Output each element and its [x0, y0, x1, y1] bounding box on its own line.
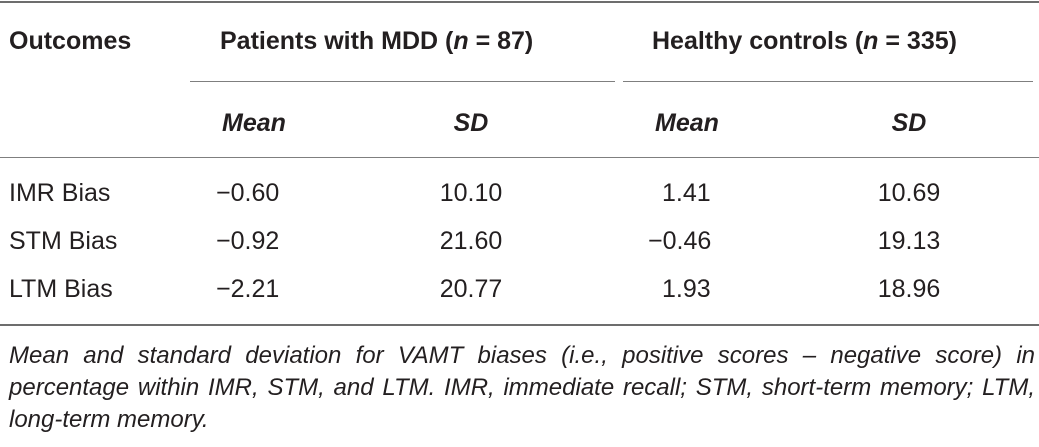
- row-hc-mean: 1.41: [662, 179, 711, 207]
- row-hc-sd: 18.96: [877, 275, 941, 303]
- row-outcome: LTM Bias: [9, 275, 113, 303]
- row-mdd-mean: −2.21: [216, 275, 280, 303]
- row-hc-mean: −0.46: [648, 227, 712, 255]
- row-mdd-sd: 10.10: [439, 179, 503, 207]
- header-patients-mdd-n-value: = 87): [468, 27, 534, 55]
- group-rule-controls: [623, 81, 1033, 82]
- subheader-mean-mdd: Mean: [222, 109, 286, 137]
- header-patients-mdd-label: Patients with MDD (: [220, 27, 454, 55]
- row-outcome: IMR Bias: [9, 179, 111, 207]
- header-healthy-controls: Healthy controls (n = 335): [652, 26, 957, 56]
- row-mdd-mean: −0.92: [216, 227, 280, 255]
- subheader-sd-controls: SD: [891, 109, 927, 137]
- header-outcomes: Outcomes: [9, 26, 131, 56]
- top-rule: [0, 1, 1039, 3]
- header-healthy-controls-n-symbol: n: [863, 27, 879, 55]
- header-healthy-controls-label: Healthy controls (: [652, 27, 864, 55]
- row-hc-sd: 19.13: [877, 227, 941, 255]
- header-patients-mdd: Patients with MDD (n = 87): [220, 26, 533, 56]
- table-caption: Mean and standard deviation for VAMT bia…: [9, 342, 1035, 433]
- row-mdd-sd: 21.60: [439, 227, 503, 255]
- row-hc-sd: 10.69: [877, 179, 941, 207]
- row-hc-mean: 1.93: [662, 275, 711, 303]
- row-mdd-sd: 20.77: [439, 275, 503, 303]
- header-outcomes-text: Outcomes: [9, 27, 132, 55]
- row-outcome: STM Bias: [9, 227, 118, 255]
- group-rule-patients: [190, 81, 615, 82]
- header-bottom-rule: [0, 157, 1039, 158]
- header-healthy-controls-n-value: = 335): [878, 27, 957, 55]
- bottom-rule: [0, 324, 1039, 326]
- subheader-mean-controls: Mean: [655, 109, 719, 137]
- row-mdd-mean: −0.60: [216, 179, 280, 207]
- header-patients-mdd-n-symbol: n: [453, 27, 469, 55]
- subheader-sd-mdd: SD: [453, 109, 489, 137]
